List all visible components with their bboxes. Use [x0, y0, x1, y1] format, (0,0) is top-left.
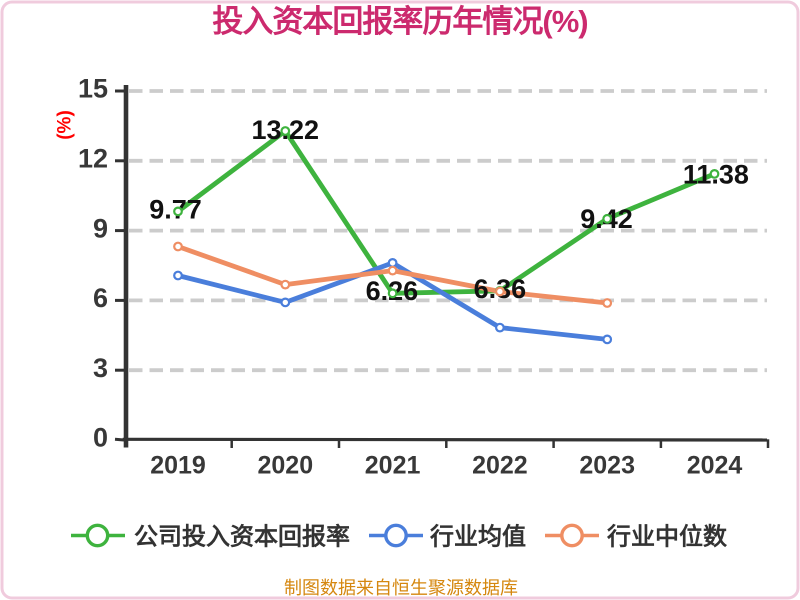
svg-text:制图数据来自恒生聚源数据库: 制图数据来自恒生聚源数据库	[284, 578, 518, 598]
svg-text:3: 3	[93, 353, 108, 383]
svg-text:投入资本回报率历年情况(%): 投入资本回报率历年情况(%)	[212, 4, 587, 39]
svg-text:公司投入资本回报率: 公司投入资本回报率	[134, 523, 350, 551]
svg-text:9: 9	[93, 213, 108, 243]
svg-text:6: 6	[93, 283, 108, 313]
svg-text:2021: 2021	[365, 451, 421, 479]
svg-text:2024: 2024	[687, 451, 743, 479]
svg-text:行业均值: 行业均值	[429, 523, 526, 551]
svg-text:12: 12	[78, 144, 108, 174]
svg-text:行业中位数: 行业中位数	[606, 523, 728, 551]
svg-text:(%): (%)	[55, 110, 76, 140]
svg-text:15: 15	[78, 74, 108, 104]
svg-text:2020: 2020	[257, 451, 313, 479]
svg-text:2019: 2019	[150, 451, 206, 479]
svg-text:0: 0	[93, 423, 108, 453]
svg-text:2022: 2022	[472, 451, 528, 479]
svg-text:2023: 2023	[579, 451, 635, 479]
